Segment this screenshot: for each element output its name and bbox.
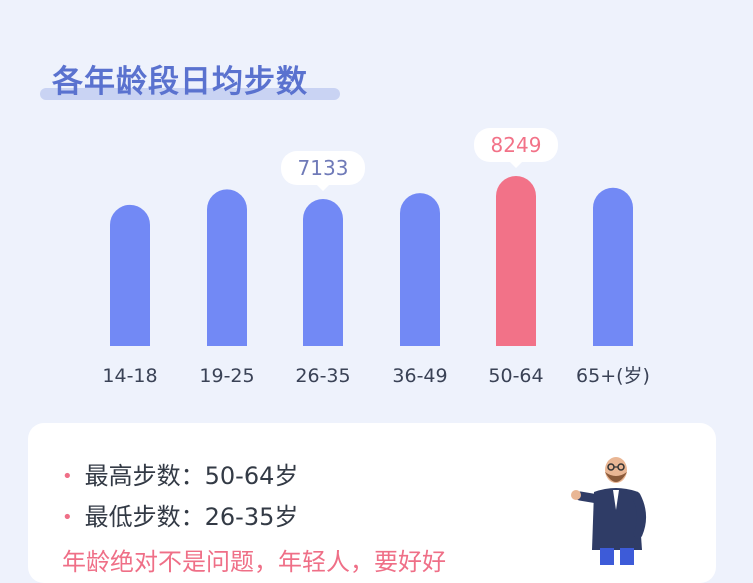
data-label-bubble <box>281 150 365 185</box>
summary-item-highest: • 最高步数：50-64岁 <box>62 456 298 497</box>
bar-65+(岁) <box>593 187 633 346</box>
summary-partial-text: 年龄绝对不是问题，年轻人，要好好 <box>62 548 446 576</box>
title-underline <box>40 88 340 100</box>
x-tick-label: 26-35 <box>295 365 350 387</box>
bar-chart: 14-18 19-25 26-35 7133 36-49 50-64 8249 65+(岁) <box>102 128 650 387</box>
presenter-illustration <box>571 457 646 565</box>
data-label-pointer <box>317 184 329 191</box>
summary-list: • 最高步数：50-64岁 • 最低步数：26-35岁 <box>62 456 298 538</box>
bar-26-35 <box>303 199 343 346</box>
bullet-dot-icon: • <box>62 466 73 487</box>
bar-50-64 <box>496 176 536 346</box>
bar-19-25 <box>207 189 247 346</box>
title-block: 各年龄段日均步数 <box>40 58 340 106</box>
data-label-pointer <box>510 162 522 168</box>
summary-item-lowest: • 最低步数：26-35岁 <box>62 497 298 538</box>
x-tick-label: 65+(岁) <box>576 365 650 387</box>
x-tick-label: 36-49 <box>392 365 447 387</box>
data-label-bubble <box>474 128 558 162</box>
x-tick-label: 19-25 <box>199 365 254 387</box>
bar-14-18 <box>110 204 150 346</box>
x-tick-label: 50-64 <box>488 365 543 387</box>
x-tick-label: 14-18 <box>102 365 157 387</box>
data-label: 8249 <box>491 133 542 157</box>
bar-36-49 <box>400 193 440 346</box>
summary-item-text: 最低步数：26-35岁 <box>84 503 299 531</box>
summary-item-text: 最高步数：50-64岁 <box>84 462 299 490</box>
chart-title: 各年龄段日均步数 <box>52 64 308 100</box>
data-label: 7133 <box>298 156 349 180</box>
bullet-dot-icon: • <box>62 507 73 528</box>
